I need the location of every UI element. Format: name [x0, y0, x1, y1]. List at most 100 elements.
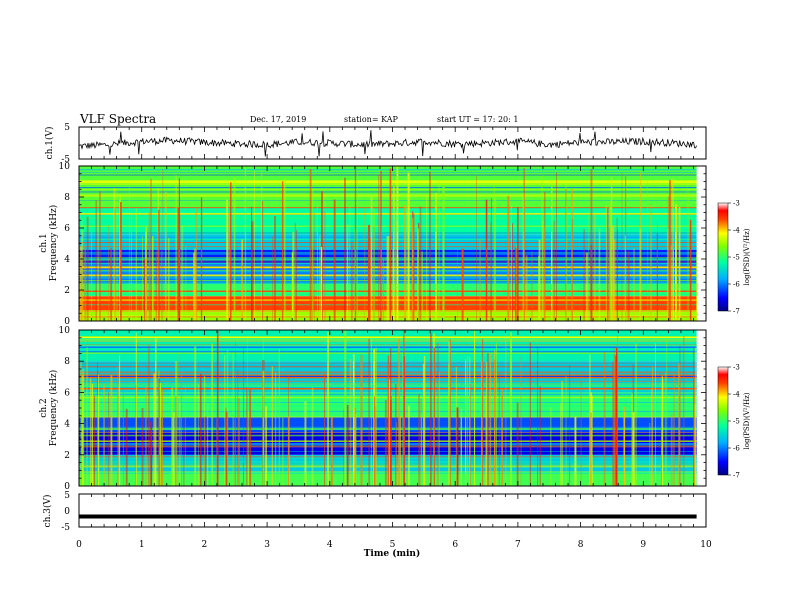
- ch2-colorbar-tick: -7: [733, 472, 740, 480]
- spectrogram-impulse: [635, 343, 637, 486]
- spectrogram-impulse: [141, 408, 144, 486]
- spectrogram-impulse: [442, 185, 445, 321]
- ch2-spectrogram-panel: 0 2 4 6 8 10 ch.2 Frequency (kHz): [39, 326, 707, 492]
- spectrogram-line: [79, 187, 697, 189]
- spectrogram-impulse: [455, 367, 457, 486]
- spectrogram-impulse: [117, 366, 119, 486]
- spectrogram-line: [79, 195, 697, 197]
- spectrogram-impulse: [574, 417, 577, 486]
- time-xtick-label: 9: [640, 540, 646, 550]
- spectrogram-impulse: [571, 219, 573, 321]
- spectrogram-impulse: [469, 356, 471, 486]
- spectrogram-impulse: [347, 248, 348, 321]
- spectrogram-impulse: [354, 407, 356, 486]
- spectrogram-impulse: [469, 360, 470, 486]
- spectrogram-impulse: [287, 416, 290, 486]
- spectrogram-impulse: [655, 342, 656, 486]
- spectrogram-impulse: [312, 188, 314, 321]
- spectrogram-impulse: [311, 387, 314, 486]
- spectrogram-impulse: [466, 355, 468, 486]
- spectrogram-impulse: [420, 398, 422, 486]
- spectrogram-impulse: [586, 252, 588, 321]
- spectrogram-impulse: [670, 413, 673, 486]
- spectrogram-impulse: [498, 373, 500, 486]
- spectrogram-impulse: [393, 186, 395, 321]
- spectrogram-impulse: [324, 373, 325, 486]
- spectrogram-line: [79, 194, 697, 196]
- spectrogram-impulse: [516, 402, 519, 486]
- spectrogram-impulse: [411, 218, 414, 321]
- spectrogram-impulse: [349, 358, 352, 486]
- spectrogram-impulse: [605, 205, 607, 321]
- spectrogram-impulse: [387, 355, 389, 486]
- spectrogram-impulse: [200, 373, 202, 486]
- spectrogram-impulse: [118, 385, 120, 486]
- ch2-colorbar-tick: -6: [733, 445, 740, 453]
- spectrogram-impulse: [317, 202, 318, 321]
- spectrogram-impulse: [373, 226, 375, 321]
- spectrogram-impulse: [461, 248, 464, 321]
- spectrogram-impulse: [694, 377, 695, 486]
- spectrogram-impulse: [617, 336, 618, 486]
- spectrogram-impulse: [529, 342, 531, 486]
- spectrogram-line: [79, 344, 697, 346]
- spectrogram-impulse: [97, 212, 99, 321]
- spectrogram-impulse: [281, 181, 284, 321]
- spectrogram-impulse: [319, 235, 321, 321]
- spectrogram-impulse: [158, 378, 160, 486]
- spectrogram-impulse: [278, 348, 280, 486]
- spectrogram-impulse: [241, 250, 243, 321]
- spectrogram-impulse: [632, 412, 635, 486]
- spectrogram-line: [79, 183, 697, 185]
- spectrogram-line: [79, 168, 697, 171]
- spectrogram-impulse: [265, 406, 267, 486]
- spectrogram-impulse: [91, 383, 93, 486]
- spectrogram-line: [79, 213, 697, 215]
- spectrogram-impulse: [541, 175, 543, 321]
- spectrogram-impulse: [561, 381, 564, 486]
- spectrogram-line: [79, 225, 697, 227]
- spectrogram-impulse: [417, 228, 419, 321]
- spectrogram-impulse: [696, 252, 698, 321]
- spectrogram-impulse: [161, 250, 162, 321]
- spectrogram-impulse: [493, 186, 495, 321]
- spectrogram-impulse: [194, 248, 196, 321]
- spectrogram-impulse: [571, 188, 573, 321]
- spectrogram-impulse: [149, 235, 150, 321]
- spectrogram-impulse: [244, 168, 247, 321]
- spectrogram-impulse: [246, 387, 248, 486]
- spectrogram-impulse: [687, 190, 689, 321]
- spectrogram-impulse: [673, 373, 675, 486]
- spectrogram-impulse: [667, 196, 669, 321]
- spectrogram-impulse: [623, 406, 625, 486]
- spectrogram-impulse: [610, 177, 613, 321]
- spectrogram-impulse: [235, 341, 236, 486]
- spectrogram-impulse: [128, 179, 130, 321]
- spectrogram-impulse: [183, 417, 185, 486]
- spectrogram-impulse: [260, 170, 263, 321]
- spectrogram-impulse: [612, 225, 615, 321]
- spectrogram-line: [79, 207, 697, 210]
- spectrogram-impulse: [650, 213, 652, 321]
- spectrogram-impulse: [512, 223, 513, 321]
- spectrogram-impulse: [550, 407, 552, 486]
- ch1-frequency-ytick-label: 6: [64, 224, 70, 234]
- spectrogram-impulse: [609, 201, 612, 321]
- spectrogram-impulse: [675, 204, 677, 321]
- spectrogram-line: [79, 350, 697, 353]
- spectrogram-impulse: [108, 392, 110, 486]
- station-label: station= KAP: [344, 115, 399, 124]
- spectrogram-impulse: [516, 244, 517, 321]
- spectrogram-impulse: [433, 347, 435, 486]
- time-xtick-label: 10: [700, 540, 712, 550]
- spectrogram-impulse: [565, 375, 567, 486]
- time-xtick-label: 1: [139, 540, 145, 550]
- spectrogram-impulse: [327, 332, 329, 486]
- spectrogram-impulse: [113, 188, 116, 321]
- spectrogram-impulse: [320, 247, 323, 321]
- spectrogram-impulse: [609, 227, 611, 321]
- ch1-frequency-ytick-label: 10: [59, 162, 71, 172]
- spectrogram-impulse: [146, 244, 147, 321]
- spectrogram-impulse: [693, 347, 695, 486]
- spectrogram-line: [79, 346, 697, 349]
